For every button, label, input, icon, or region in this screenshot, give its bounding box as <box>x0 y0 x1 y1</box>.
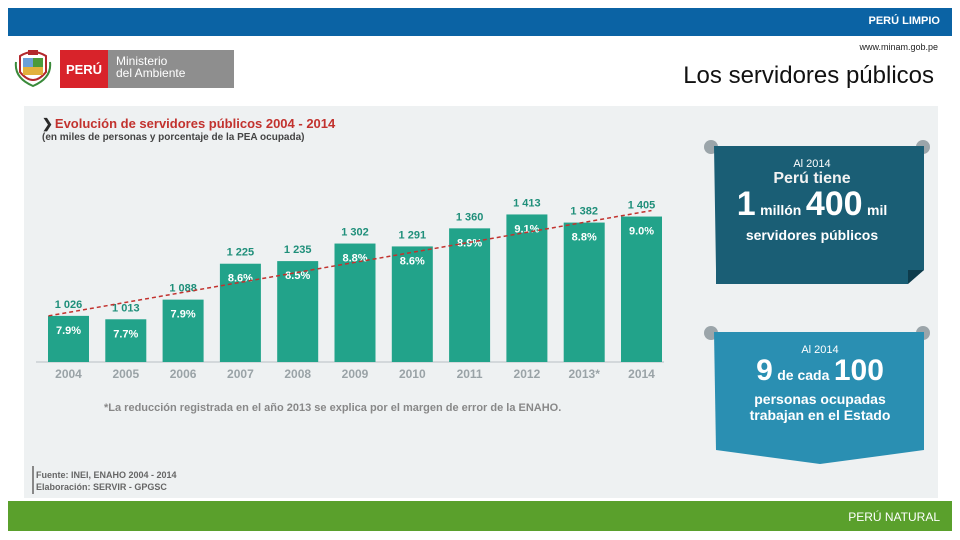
page-title: Los servidores públicos <box>683 62 934 89</box>
bar-value-label: 1 413 <box>513 197 541 209</box>
ministry-line-1: Ministerio <box>116 54 168 68</box>
ministry-name: Ministerio del Ambiente <box>108 50 234 88</box>
chart-footnote: *La reducción registrada en el año 2013 … <box>104 402 562 414</box>
chart-elaboration: Elaboración: SERVIR - GPGSC <box>36 482 167 492</box>
bar-value-label: 1 291 <box>399 229 427 241</box>
x-tick-label: 2008 <box>284 367 311 381</box>
bar-value-label: 1 225 <box>227 247 255 259</box>
bar-percent-label: 7.9% <box>56 325 81 337</box>
callout1-small2: mil <box>867 202 888 218</box>
callout-ribbon-shape <box>714 146 924 284</box>
bar-value-label: 1 382 <box>570 206 598 218</box>
bar-percent-label: 9.0% <box>629 226 654 238</box>
bottom-banner: PERÚ NATURAL <box>8 501 952 531</box>
x-tick-label: 2004 <box>55 367 82 381</box>
callout-public-servants: Al 2014 Perú tiene 1 millón 400 mil serv… <box>704 140 932 294</box>
bar <box>391 246 433 362</box>
callout1-year: Al 2014 <box>793 158 831 170</box>
chart-title-text: Evolución de servidores públicos 2004 - … <box>54 116 336 131</box>
peru-label: PERÚ <box>60 50 108 88</box>
callout2-big2: 100 <box>833 354 884 387</box>
chart-source: Fuente: INEI, ENAHO 2004 - 2014 <box>36 470 177 480</box>
callout-employment-share: Al 2014 9 de cada 100 personas ocupadas … <box>704 326 932 480</box>
callout2-line3: trabajan en el Estado <box>749 407 891 423</box>
bottom-slogan: PERÚ NATURAL <box>848 510 940 524</box>
x-tick-label: 2010 <box>399 367 426 381</box>
top-banner: PERÚ LIMPIO <box>8 8 952 36</box>
callout2-small1: de cada <box>777 367 830 383</box>
bar-value-label: 1 302 <box>341 227 369 239</box>
bar-percent-label: 9.1% <box>514 223 539 235</box>
bar <box>563 222 605 362</box>
x-tick-label: 2007 <box>227 367 254 381</box>
website-url[interactable]: www.minam.gob.pe <box>859 42 938 52</box>
coat-of-arms-icon <box>14 50 52 88</box>
bar <box>48 315 89 362</box>
x-tick-label: 2014 <box>628 367 655 381</box>
x-tick-label: 2011 <box>457 367 483 381</box>
bar <box>277 261 319 362</box>
bar <box>105 319 147 362</box>
x-tick-label: 2005 <box>112 367 139 381</box>
bar <box>219 263 261 362</box>
bar <box>334 243 376 362</box>
bar-value-label: 1 013 <box>112 302 140 314</box>
ministry-logo: PERÚ Ministerio del Ambiente <box>14 48 234 90</box>
callout-ribbon-shape <box>714 332 924 464</box>
callout2-line2: personas ocupadas <box>754 391 886 407</box>
bar-percent-label: 7.7% <box>113 328 138 340</box>
callout1-small1: millón <box>760 202 802 218</box>
x-tick-label: 2009 <box>342 367 369 381</box>
bar <box>449 228 491 362</box>
x-tick-label: 2006 <box>170 367 197 381</box>
callout2-big1: 9 <box>756 354 773 387</box>
bar-percent-label: 8.6% <box>400 255 425 267</box>
chart-title: ❯ Evolución de servidores públicos 2004 -… <box>42 116 335 132</box>
bar-percent-label: 7.9% <box>171 309 196 321</box>
source-divider <box>32 466 34 494</box>
bar <box>506 214 548 362</box>
callout1-big2: 400 <box>805 185 863 223</box>
callout1-line3: servidores públicos <box>745 227 879 243</box>
bar-percent-label: 8.8% <box>572 232 597 244</box>
x-tick-label: 2012 <box>514 367 541 381</box>
bar-value-label: 1 405 <box>628 200 656 212</box>
top-slogan: PERÚ LIMPIO <box>868 15 940 27</box>
callout2-year: Al 2014 <box>801 344 839 356</box>
callout1-line2: Perú tiene <box>773 170 851 187</box>
bar-value-label: 1 235 <box>284 244 312 256</box>
chevron-right-icon: ❯ <box>42 116 53 131</box>
x-tick-label: 2013* <box>569 367 601 381</box>
bar-value-label: 1 360 <box>456 211 484 223</box>
bar-percent-label: 8.6% <box>228 273 253 285</box>
bar-percent-label: 8.9% <box>457 237 482 249</box>
ministry-line-2: del Ambiente <box>116 66 186 80</box>
callout1-big1: 1 <box>736 185 756 223</box>
bar-value-label: 1 026 <box>55 299 83 311</box>
bar <box>162 299 204 362</box>
chart-subtitle: (en miles de personas y porcentaje de la… <box>42 132 305 143</box>
bar <box>621 216 662 362</box>
